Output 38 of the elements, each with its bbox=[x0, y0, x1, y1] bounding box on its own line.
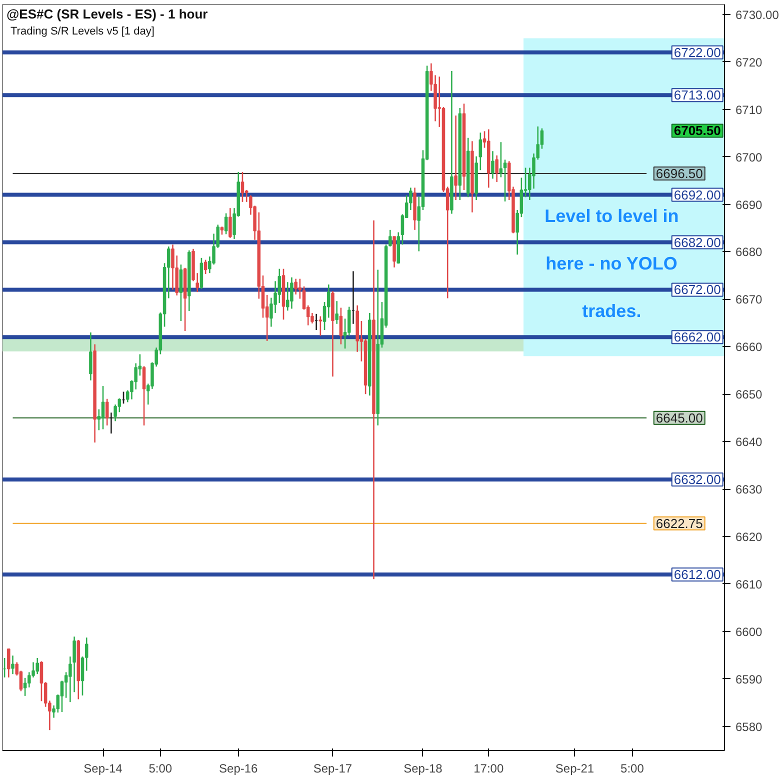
x-tick-label: Sep-18 bbox=[404, 762, 443, 776]
ref-line-label: 6682.00 bbox=[674, 234, 721, 250]
y-tick-label: 6700 bbox=[736, 150, 763, 164]
ref-line-label: 6622.75 bbox=[656, 516, 703, 531]
ref-line-label: 6632.00 bbox=[674, 472, 721, 488]
ref-line-label: 6662.00 bbox=[674, 330, 721, 345]
y-tick-label: 6610 bbox=[736, 577, 763, 592]
text: Trading S/R Levels v5 [1 day] bbox=[10, 26, 154, 38]
y-tick-label: 6590 bbox=[736, 672, 763, 686]
ref-line-label: 6722.00 bbox=[674, 44, 721, 60]
y-tick-label: 6640 bbox=[736, 435, 763, 450]
ref-line-label: 6612.00 bbox=[674, 566, 721, 582]
ref-line-label: 6692.00 bbox=[674, 187, 721, 202]
y-tick-label: 6690 bbox=[736, 198, 763, 212]
ref-line-label: 6672.00 bbox=[674, 282, 721, 298]
x-tick-label: Sep-16 bbox=[219, 762, 258, 776]
x-tick-label: Sep-17 bbox=[313, 762, 352, 776]
x-tick-label: 17:00 bbox=[474, 762, 504, 776]
x-tick-label: Sep-14 bbox=[84, 762, 123, 776]
y-tick-label: 6660 bbox=[736, 340, 763, 354]
x-tick-label: 5:00 bbox=[620, 762, 644, 776]
y-tick-label: 6620 bbox=[736, 530, 763, 544]
y-tick-label: 6600 bbox=[736, 624, 763, 639]
x-tick-label: Sep-21 bbox=[555, 762, 594, 776]
y-tick-label: 6680 bbox=[736, 245, 763, 260]
y-tick-label: 6580 bbox=[736, 720, 763, 734]
y-tick-label: 6650 bbox=[736, 388, 763, 402]
ref-line-label: 6713.00 bbox=[674, 88, 721, 103]
x-tick-label: 5:00 bbox=[148, 762, 172, 776]
y-tick-label: 6670 bbox=[736, 292, 763, 307]
ref-line-label: 6645.00 bbox=[656, 410, 703, 426]
y-tick-label: 6630 bbox=[736, 482, 763, 497]
annotation: 6705.50 bbox=[674, 123, 721, 138]
ref-line-label: 6696.50 bbox=[656, 166, 703, 181]
y-tick-label: 6720 bbox=[736, 55, 763, 70]
chart-title: @ES#C (SR Levels - ES) - 1 hour bbox=[6, 6, 208, 22]
y-tick-label: 6730.00 bbox=[736, 8, 780, 22]
y-tick-label: 6710 bbox=[736, 102, 763, 117]
